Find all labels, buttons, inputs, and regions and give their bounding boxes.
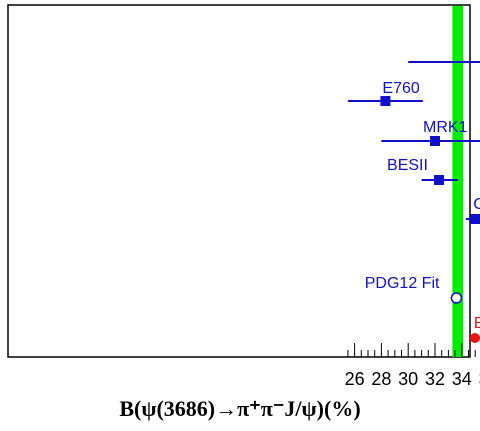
points-layer: DASP E760 MRK1 BESII CLEO_c PDG12 Fit BESIII: [347, 61, 480, 343]
marker-square: [380, 96, 391, 106]
marker-square: [434, 175, 445, 185]
data-point: E760: [347, 80, 423, 106]
x-tick-label: 36: [479, 369, 480, 389]
data-point: BESIII: [469, 315, 480, 343]
x-tick-label: 26: [345, 369, 365, 389]
marker-filled-circle: [469, 333, 480, 343]
data-point: PDG12 Fit: [365, 275, 463, 304]
data-point: CLEO_c: [465, 196, 480, 224]
x-tick-label: 30: [398, 369, 418, 389]
x-axis: 262830323436384042: [345, 343, 480, 389]
point-label: PDG12 Fit: [365, 275, 440, 292]
marker-square: [470, 214, 480, 224]
plot-frame: [7, 4, 471, 358]
band-layer: [452, 6, 464, 357]
data-point: BESII: [387, 157, 458, 185]
marker-square: [430, 136, 440, 146]
point-label: BESIII: [474, 315, 480, 332]
x-axis-label: B(ψ(3686)→π⁺π⁻J/ψ)(%): [119, 396, 361, 421]
data-point: MRK1: [381, 119, 480, 146]
point-label: E760: [382, 80, 419, 97]
x-tick-label: 34: [452, 369, 472, 389]
point-label: BESII: [387, 157, 428, 174]
fit-band: [452, 6, 464, 357]
point-label: MRK1: [423, 119, 468, 136]
x-tick-label: 28: [371, 369, 391, 389]
x-tick-label: 32: [425, 369, 445, 389]
data-point: DASP: [408, 61, 480, 63]
point-label: CLEO_c: [473, 196, 480, 213]
marker-open-circle: [450, 292, 463, 304]
